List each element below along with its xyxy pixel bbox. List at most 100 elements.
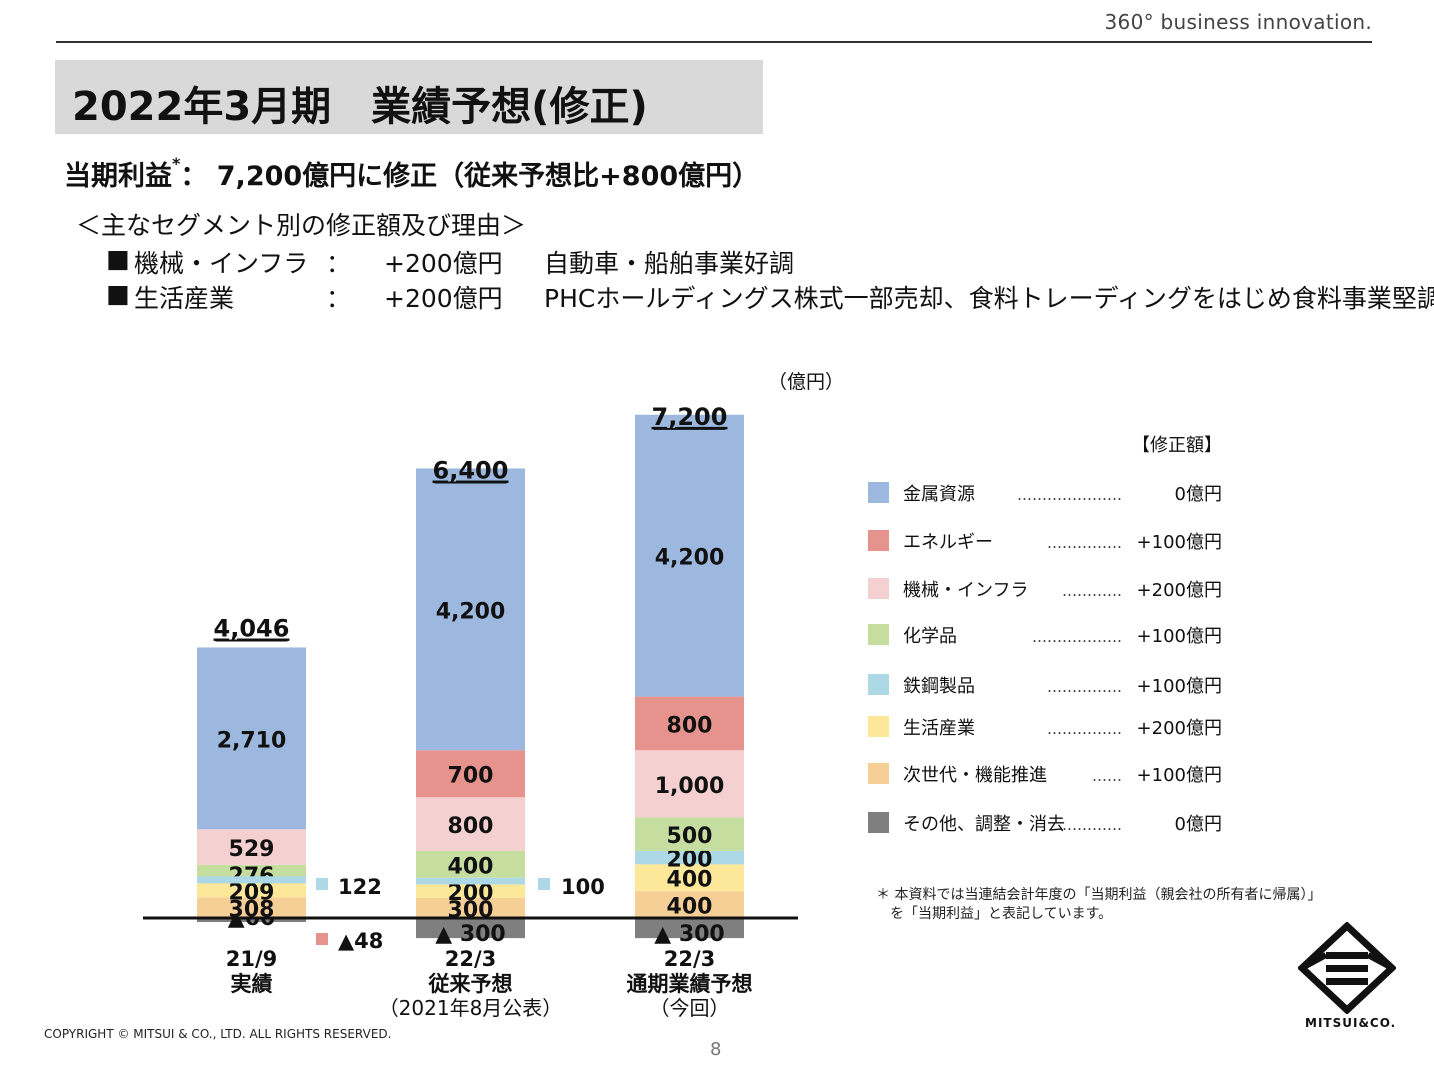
category-label: 従来予想 [428,972,513,996]
side-value-label: 122 [338,875,382,899]
bar-segment [416,918,525,939]
bar-value-label: 4,200 [655,546,725,571]
segment-name: 機械・インフラ [134,249,309,278]
legend-swatch [868,763,889,784]
legend-label: その他、調整・消去 [903,814,1065,835]
bar-segment [416,797,525,851]
legend-amount: 0億円 [1175,484,1222,505]
legend-leader: ………… [1062,582,1122,600]
bullet-icon: ■ [106,279,130,308]
subtitle-text: ： 7,200億円に修正（従来予想比+800億円） [180,161,760,192]
category-sublabel: （今回） [650,996,730,1020]
footnote-line: ＊ 本資料では当連結会計年度の「当期利益（親会社の所有者に帰属）」 [876,887,1322,903]
legend-swatch [868,578,889,599]
legend-amount: +100億円 [1137,532,1222,553]
segment-amount: +200億円 [384,284,503,313]
bar-total-label: 7,200 [652,403,728,431]
bar-segment [416,850,525,878]
bar-value-label: 400 [667,868,713,893]
side-value-label: 100 [561,875,605,899]
legend-amount: +200億円 [1137,718,1222,739]
bar-value-label: 200 [667,848,713,873]
bar-value-label: ▲ 300 [435,922,506,947]
segment-heading: ＜主なセグメント別の修正額及び理由＞ [76,211,527,240]
title-background [55,60,763,134]
bar-value-label: 400 [448,854,494,879]
side-value-label: ▲48 [338,929,383,953]
legend-amount: 0億円 [1175,814,1222,835]
header-divider [56,41,1372,43]
subtitle-prefix: 当期利益 [64,161,172,192]
segment-name: 生活産業 [134,284,235,313]
subtitle: 当期利益*： 7,200億円に修正（従来予想比+800億円） [64,154,759,193]
footnote-line: を「当期利益」と表記しています。 [890,906,1113,922]
mitsui-logo-icon [1298,922,1396,1014]
legend-amount: +100億円 [1137,626,1222,647]
side-marker [316,878,328,890]
bar-total-label: 6,400 [433,457,509,485]
legend-label: 次世代・機能推進 [903,765,1047,786]
legend-label: 化学品 [903,626,957,647]
bar-segment [197,897,306,918]
bar-value-label: 209 [229,880,275,905]
category-sublabel: （2021年8月公表） [379,996,563,1020]
legend-swatch [868,716,889,737]
bar-value-label: 800 [448,814,494,839]
category-label: 実績 [231,972,273,996]
legend-amount: +200億円 [1137,580,1222,601]
bar-segment [635,696,744,751]
legend-amount: +100億円 [1137,765,1222,786]
subtitle-asterisk: * [172,154,181,173]
legend-label: 金属資源 [903,484,975,505]
legend-leader: ………… [1062,816,1122,834]
bar-value-label: ▲ 300 [654,922,725,947]
legend-leader: …… [1092,767,1122,785]
unit-label: （億円） [768,371,844,393]
bar-segment [635,817,744,851]
bar-segment [197,883,306,898]
bar-value-label: 200 [448,881,494,906]
category-label: 22/3 [664,947,716,971]
bar-value-label: 2,710 [217,728,287,753]
legend-amount: +100億円 [1137,676,1222,697]
legend-swatch [868,624,889,645]
legend-leader: ……………… [1032,628,1122,646]
legend-swatch [868,530,889,551]
legend-swatch [868,812,889,833]
page-number: 8 [710,1039,722,1060]
legend-leader: ………………… [1017,486,1122,504]
legend-leader: …………… [1047,678,1122,696]
category-label: 21/9 [226,947,278,971]
bar-segment [197,876,306,884]
legend-label: エネルギー [903,532,993,553]
bar-value-label: 500 [667,824,713,849]
legend-label: 機械・インフラ [903,580,1028,601]
bar-value-label: 1,000 [655,774,725,799]
bar-segment [416,750,525,798]
bar-value-label: 4,200 [436,599,506,624]
bullet-icon: ■ [106,244,130,273]
bar-segment [416,877,525,885]
bar-total-label: 4,046 [214,615,290,643]
bar-value-label: 529 [229,837,275,862]
legend-label: 生活産業 [903,718,975,739]
segment-amount: +200億円 [384,249,503,278]
bar-segment [197,918,306,923]
bar-segment [635,918,744,939]
side-marker [316,933,328,945]
bar-segment [416,884,525,898]
copyright: COPYRIGHT © MITSUI & CO., LTD. ALL RIGHT… [44,1027,392,1041]
legend-swatch [868,674,889,695]
legend-leader: …………… [1047,720,1122,738]
legend-heading: 【修正額】 [1132,435,1222,456]
bar-segment [635,864,744,892]
bar-segment [635,891,744,918]
bar-value-label: 800 [667,713,713,738]
segment-reason: PHCホールディングス株式一部売却、食料トレーディングをはじめ食料事業堅調 [544,284,1434,313]
side-marker [538,878,550,890]
page-title: 2022年3月期 業績予想(修正) [72,84,648,130]
footnote: ＊ 本資料では当連結会計年度の「当期利益（親会社の所有者に帰属）」 を「当期利益… [876,886,1321,924]
legend-swatch [868,482,889,503]
segment-colon: ： [326,249,352,278]
bar-segment [635,850,744,865]
